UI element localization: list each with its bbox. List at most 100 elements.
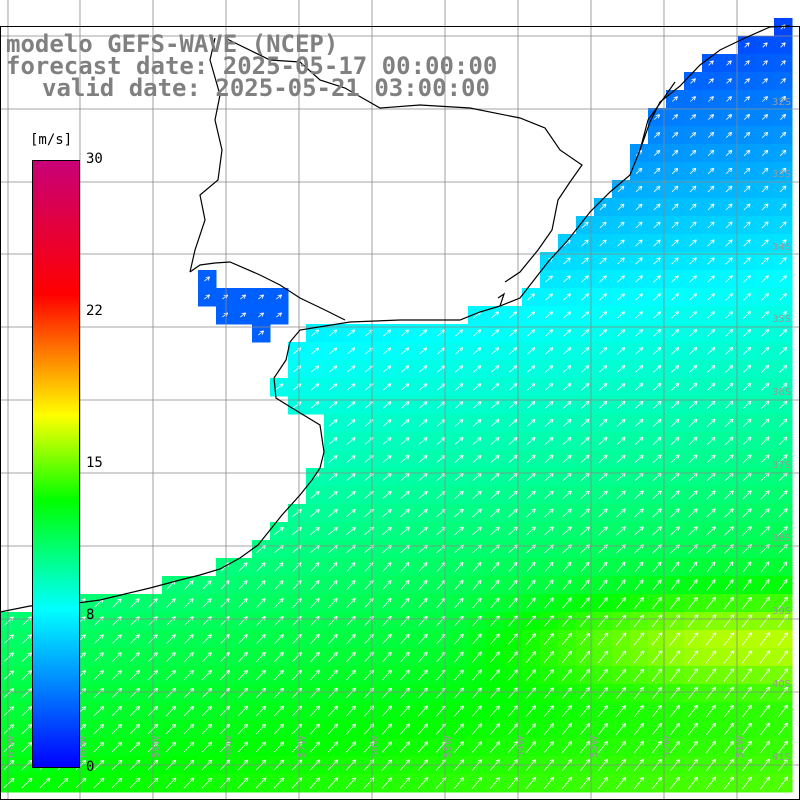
wind-arrow [651, 650, 663, 664]
wind-arrow [580, 400, 590, 409]
wind-arrow [347, 329, 356, 337]
wind-arrow [490, 365, 500, 373]
wind-arrow [562, 561, 572, 573]
wind-arrow [418, 490, 428, 500]
wind-arrow [544, 687, 554, 699]
wind-arrow [256, 634, 266, 644]
wind-arrow [741, 776, 753, 790]
wind-arrow [743, 257, 751, 265]
wind-arrow [57, 777, 69, 789]
wind-arrow [688, 686, 698, 700]
wind-arrow [779, 149, 787, 157]
wind-arrow [617, 293, 625, 301]
wind-arrow [562, 597, 572, 609]
wind-arrow [255, 723, 267, 735]
wind-arrow [346, 598, 356, 608]
wind-arrow [598, 705, 608, 717]
lon-label: 56W [370, 735, 381, 758]
wind-arrow [778, 346, 788, 355]
wind-arrow [310, 401, 320, 409]
wind-arrow [778, 579, 788, 591]
wind-arrow [562, 526, 572, 536]
wind-arrow [671, 132, 679, 138]
wind-arrow [599, 203, 607, 211]
lon-label: 54W [516, 735, 527, 758]
wind-arrow [726, 60, 732, 66]
wind-arrow [544, 508, 554, 518]
wind-arrow [202, 705, 213, 717]
wind-arrow [382, 473, 392, 481]
wind-arrow [274, 598, 284, 608]
wind-arrow [543, 741, 555, 753]
wind-arrow [616, 723, 626, 735]
wind-arrow [75, 777, 87, 789]
wind-arrow [761, 203, 769, 211]
wind-arrow [671, 185, 679, 193]
wind-arrow [760, 346, 770, 355]
wind-arrow [670, 454, 680, 464]
wind-arrow [346, 580, 356, 590]
wind-arrow [635, 239, 643, 247]
wind-arrow [184, 652, 194, 662]
wind-arrow [707, 203, 715, 211]
wind-arrow [780, 78, 786, 84]
wind-arrow [726, 96, 732, 102]
wind-arrow [761, 167, 769, 175]
wind-arrow [635, 203, 643, 211]
wind-arrow [382, 508, 392, 518]
wind-arrow [346, 669, 356, 681]
wind-arrow [472, 687, 482, 699]
wind-arrow [724, 579, 734, 591]
wind-arrow [744, 114, 751, 120]
wind-arrow [580, 347, 590, 355]
wind-arrow [561, 669, 573, 681]
wind-arrow [328, 580, 338, 590]
wind-arrow [310, 509, 320, 517]
wind-arrow [779, 239, 787, 247]
wind-arrow [742, 722, 752, 736]
wind-arrow [472, 508, 482, 518]
wind-arrow [562, 705, 572, 717]
lon-label: 55W [443, 735, 454, 758]
wind-arrow [689, 329, 698, 337]
wind-arrow [526, 579, 536, 591]
wind-arrow [742, 508, 752, 518]
wind-arrow [777, 650, 789, 664]
wind-arrow [544, 365, 554, 373]
wind-arrow [780, 60, 786, 66]
wind-arrow [634, 740, 644, 753]
wind-arrow [562, 579, 572, 591]
wind-arrow [346, 615, 356, 626]
wind-arrow [706, 454, 716, 464]
wind-arrow [705, 650, 717, 664]
wind-arrow [238, 598, 248, 608]
wind-arrow [544, 490, 554, 500]
wind-arrow [580, 365, 590, 373]
wind-arrow [382, 562, 392, 572]
wind-arrow [473, 329, 482, 337]
wind-arrow [328, 615, 338, 626]
wind-arrow [617, 185, 625, 193]
wind-arrow [454, 383, 464, 391]
wind-arrow [580, 579, 590, 591]
wind-arrow [688, 347, 698, 355]
wind-arrow [346, 562, 356, 572]
wind-arrow [544, 436, 554, 446]
lon-label: 52W [662, 735, 673, 758]
lat-label: 39S [772, 606, 791, 617]
wind-arrow [418, 508, 428, 518]
wind-arrow [112, 670, 122, 680]
wind-arrow [21, 706, 33, 716]
wind-arrow [276, 294, 283, 300]
wind-arrow [346, 455, 356, 463]
wind-arrow [418, 615, 428, 627]
wind-arrow [705, 668, 717, 682]
wind-arrow [707, 221, 715, 229]
wind-arrow [238, 616, 248, 626]
wind-arrow [472, 490, 482, 500]
wind-arrow [723, 614, 735, 628]
wind-arrow [616, 383, 626, 391]
wind-arrow [616, 597, 626, 609]
wind-arrow [328, 705, 339, 717]
wind-arrow [418, 723, 429, 735]
